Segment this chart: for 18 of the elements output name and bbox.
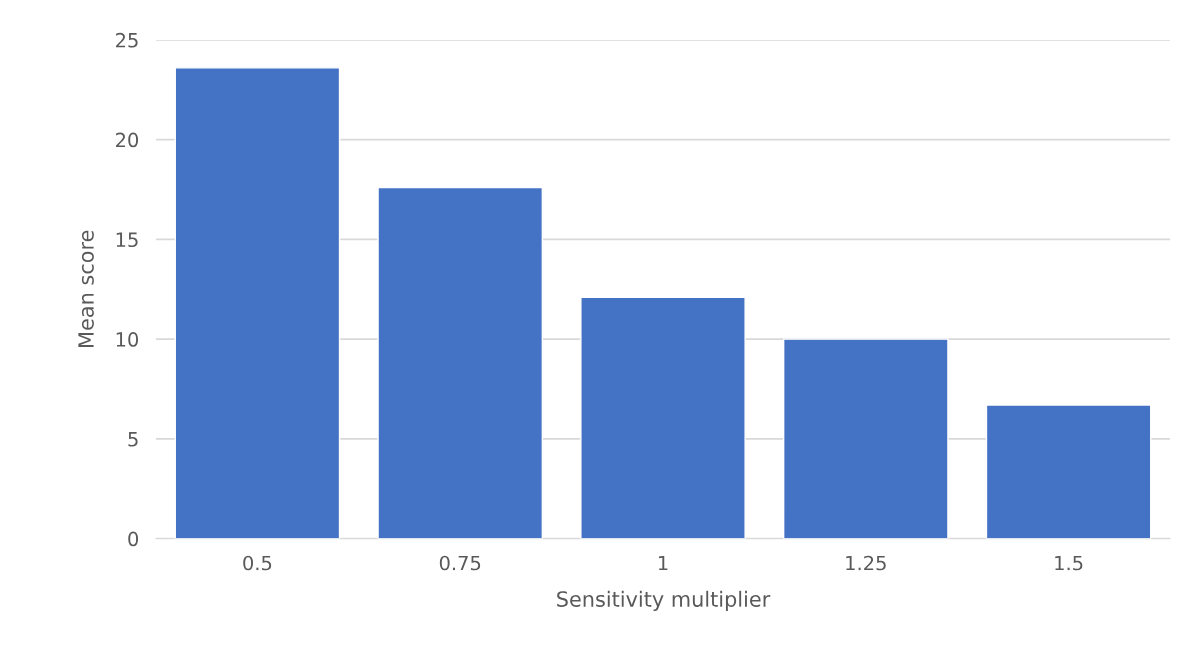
x-tick-label: 0.5 [243, 555, 272, 571]
y-tick-label: 5 [128, 432, 138, 447]
bar [985, 404, 1152, 539]
x-tick-label: 1.5 [1055, 555, 1083, 571]
bar [782, 338, 949, 539]
y-tick-label: 10 [116, 332, 139, 347]
y-tick-label: 0 [128, 531, 139, 547]
y-tick-label: 25 [116, 32, 138, 48]
x-tick-label: 0.75 [439, 555, 481, 571]
y-axis-title: Mean score [78, 230, 94, 347]
x-tick-label: 1.25 [846, 555, 886, 571]
bar [377, 186, 544, 539]
y-tick-label: 15 [116, 232, 138, 248]
x-tick-label: 1 [658, 555, 668, 571]
y-tick-label: 20 [116, 132, 139, 148]
x-axis-title: Sensitivity multiplier [557, 590, 771, 611]
bar [174, 67, 341, 539]
bar [580, 296, 746, 539]
